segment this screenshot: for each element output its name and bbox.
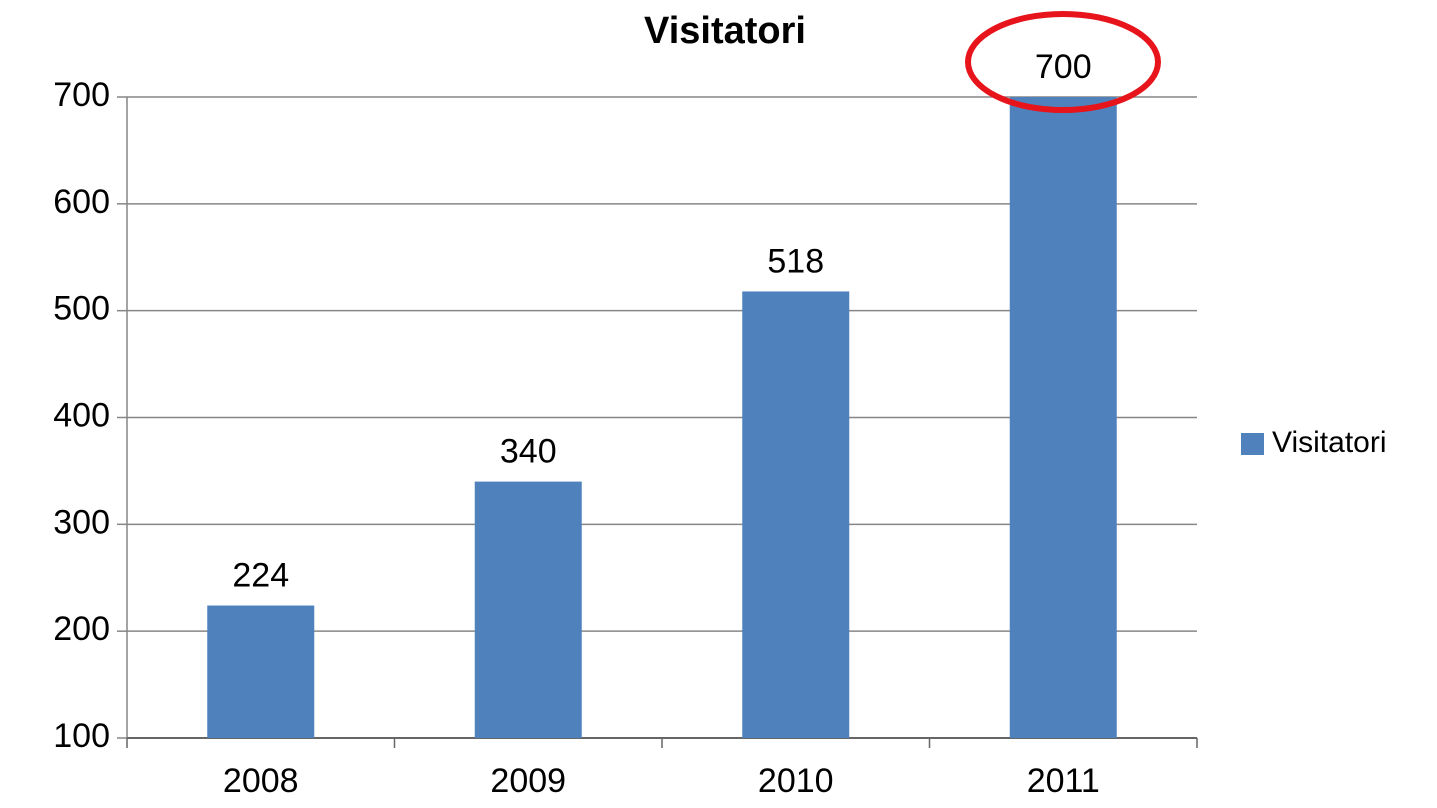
bar bbox=[474, 481, 582, 738]
bar bbox=[207, 605, 315, 738]
y-tick-label: 100 bbox=[53, 717, 110, 755]
y-tick-label: 500 bbox=[53, 290, 110, 328]
data-label: 340 bbox=[500, 433, 557, 471]
chart-title: Visitatori bbox=[644, 10, 806, 52]
y-tick-label: 700 bbox=[53, 76, 110, 114]
y-tick-label: 200 bbox=[53, 610, 110, 648]
y-tick-label: 400 bbox=[53, 396, 110, 434]
y-tick-label: 600 bbox=[53, 183, 110, 221]
data-label: 518 bbox=[767, 242, 824, 280]
bar bbox=[1009, 97, 1117, 738]
legend-swatch bbox=[1241, 433, 1264, 455]
x-tick-label: 2011 bbox=[1027, 762, 1100, 800]
x-tick-label: 2008 bbox=[223, 762, 299, 800]
bar bbox=[742, 291, 850, 738]
plot: 100 200 300 400 500 600 700 2008 2009 2010 2011 224… bbox=[53, 48, 1386, 800]
data-label: 700 bbox=[1035, 48, 1092, 86]
y-tick-label: 300 bbox=[53, 503, 110, 541]
data-label: 224 bbox=[232, 557, 289, 595]
x-tick-label: 2010 bbox=[758, 762, 834, 800]
highlight-ellipse bbox=[965, 11, 1161, 113]
legend-label: Visitatori bbox=[1272, 426, 1387, 459]
x-tick-label: 2009 bbox=[490, 762, 566, 800]
